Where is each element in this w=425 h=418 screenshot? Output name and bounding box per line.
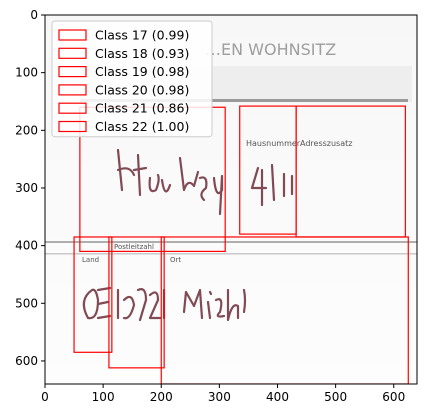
legend: Class 17 (0.99) Class 18 (0.93) Class 19 (… <box>51 20 213 138</box>
legend-swatch <box>58 65 87 78</box>
legend-label: Class 17 (0.99) <box>95 28 189 43</box>
y-tick-label: 500 <box>15 296 38 310</box>
hausnummer-label: Hausnummer <box>246 139 301 148</box>
legend-swatch <box>58 47 87 59</box>
handwriting-street <box>116 148 224 216</box>
y-tick-label: 100 <box>15 66 38 80</box>
land-label: Land <box>82 256 99 264</box>
form-rule <box>45 253 417 255</box>
form-rule <box>80 99 408 102</box>
legend-swatch <box>58 102 87 114</box>
form-header-text: …EN WOHNSITZ <box>205 40 336 59</box>
handwriting-house-number <box>250 163 294 207</box>
handwriting-city <box>182 288 247 322</box>
bbox-class-21 <box>108 236 165 369</box>
form-rule <box>45 241 417 243</box>
axes-frame <box>44 14 418 385</box>
adresszusatz-label: Adresszusatz <box>300 139 352 148</box>
x-tick-label: 500 <box>324 390 347 404</box>
legend-label: Class 18 (0.93) <box>95 46 189 61</box>
x-tick-label: 100 <box>92 390 115 404</box>
x-tick-label: 600 <box>382 390 405 404</box>
x-tick-label: 300 <box>208 390 231 404</box>
y-tick-label: 0 <box>30 8 38 22</box>
y-axis: 0 100 200 300 400 500 600 <box>15 8 45 368</box>
y-tick-label: 400 <box>15 239 38 253</box>
legend-swatch <box>58 84 87 96</box>
handwriting-country <box>82 286 112 320</box>
x-tick-label: 400 <box>266 390 289 404</box>
y-tick-label: 300 <box>15 181 38 195</box>
bbox-class-22 <box>160 236 409 384</box>
ort-label: Ort <box>170 256 181 264</box>
bbox-class-20 <box>73 236 113 353</box>
x-tick-label: 0 <box>41 390 49 404</box>
legend-label: Class 19 (0.98) <box>95 64 189 79</box>
x-tick-label: 200 <box>150 390 173 404</box>
legend-swatch <box>58 120 87 133</box>
y-tick-label: 200 <box>15 123 38 137</box>
postleitzahl-label: Postleitzahl <box>114 243 154 251</box>
legend-label: Class 22 (1.00) <box>95 119 189 134</box>
handwriting-postcode <box>116 288 166 322</box>
legend-label: Class 21 (0.86) <box>95 101 189 116</box>
bounding-boxes <box>73 105 409 384</box>
y-tick-label: 600 <box>15 354 38 368</box>
legend-swatch <box>58 29 87 41</box>
x-axis: 0 100 200 300 400 500 600 <box>41 384 405 404</box>
legend-label: Class 20 (0.98) <box>95 82 189 97</box>
legend-box <box>51 20 213 138</box>
